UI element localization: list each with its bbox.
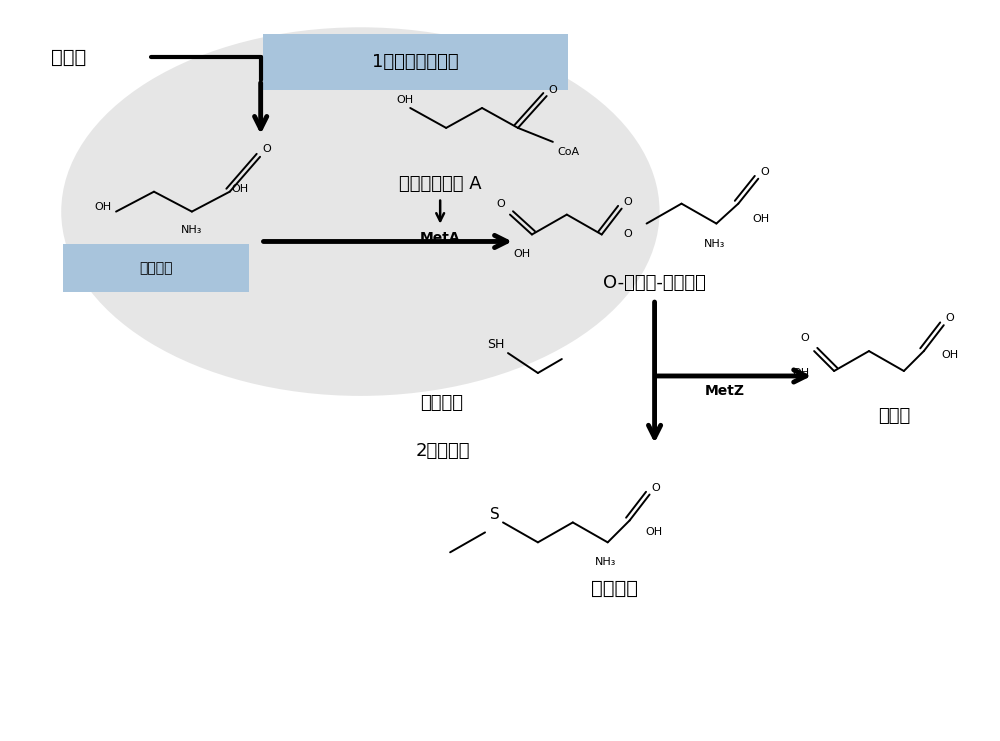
Text: NH₃: NH₃ [595,557,616,568]
Text: OH: OH [792,368,809,378]
Text: O: O [800,333,809,343]
Text: OH: OH [646,528,663,537]
Text: OH: OH [942,350,959,360]
FancyBboxPatch shape [263,34,568,90]
Text: S: S [490,507,500,522]
Text: O: O [652,482,660,493]
Text: MetZ: MetZ [704,384,744,398]
Text: O: O [946,313,955,323]
Text: 高丝氨酸: 高丝氨酸 [139,262,173,276]
Text: O: O [624,196,632,207]
Text: OH: OH [232,184,249,193]
Text: OH: OH [513,250,531,259]
Text: O: O [262,144,271,154]
Text: O: O [496,199,505,209]
Text: 1：大肠杆菌发配: 1：大肠杆菌发配 [372,53,459,71]
Text: O: O [760,167,769,177]
Text: SH: SH [488,338,505,350]
Text: OH: OH [397,95,414,105]
Text: OH: OH [94,202,111,212]
Text: O: O [624,228,632,239]
FancyBboxPatch shape [63,245,249,292]
Text: O: O [548,85,557,95]
Text: 葡萄糖: 葡萄糖 [51,47,87,67]
Text: CoA: CoA [558,147,580,157]
Text: MetA: MetA [420,230,460,245]
Text: NH₃: NH₃ [181,225,203,235]
Ellipse shape [61,27,660,396]
Text: O-琅珀酰-高丝氨酸: O-琅珀酰-高丝氨酸 [603,274,706,293]
Text: 琅珀酰－辅酶 A: 琅珀酰－辅酶 A [399,175,481,193]
Text: 2：酶反应: 2：酶反应 [415,442,470,459]
Text: 琅珀酸: 琅珀酸 [878,407,910,425]
Text: NH₃: NH₃ [704,239,725,250]
Text: 甲硫氨酸: 甲硫氨酸 [591,579,638,598]
Text: 甲基硫醇: 甲基硫醇 [420,394,463,412]
Text: OH: OH [752,213,769,224]
